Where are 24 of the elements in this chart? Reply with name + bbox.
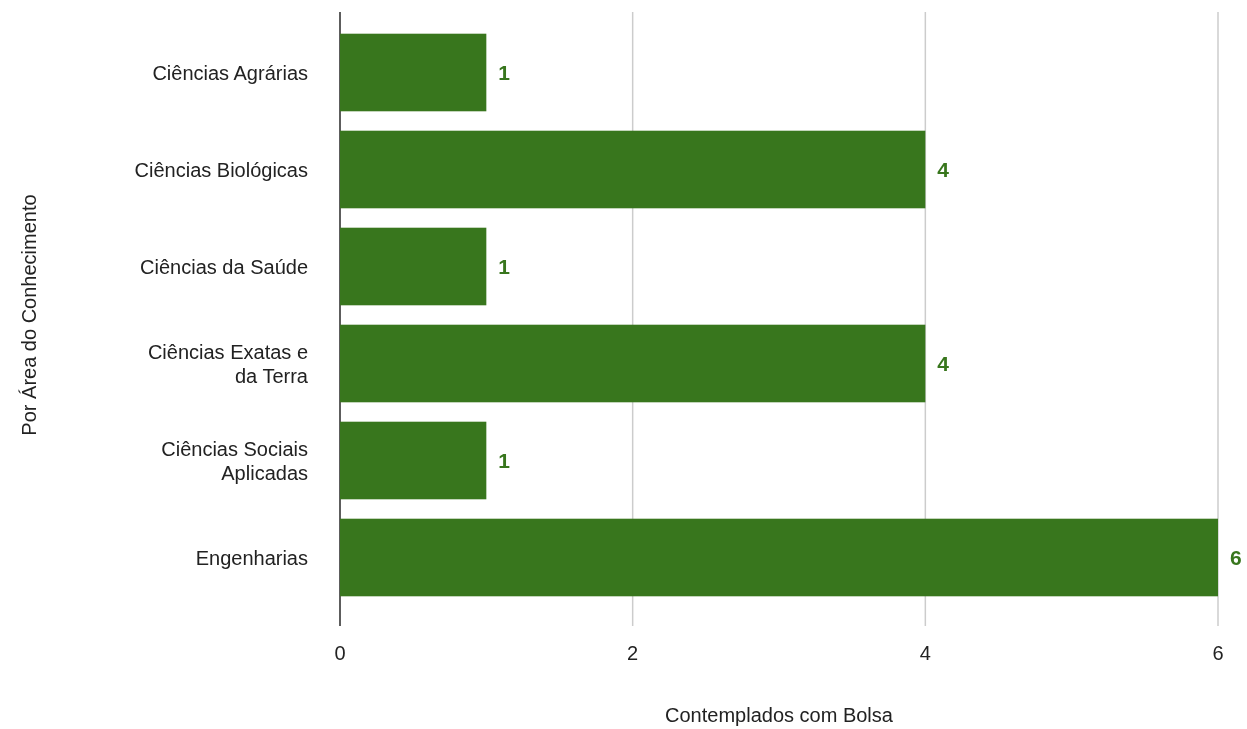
x-axis-title: Contemplados com Bolsa	[665, 704, 894, 726]
y-tick-label: Ciências Exatas e da Terra	[147, 340, 309, 387]
y-tick-label: Engenharias	[195, 546, 308, 569]
data-label: 4	[937, 351, 950, 375]
y-tick-label: Ciências Sociais Aplicadas	[161, 437, 308, 484]
bar	[340, 421, 487, 500]
x-tick-label: 2	[627, 642, 639, 664]
data-label: 1	[498, 448, 511, 472]
bar	[340, 130, 926, 209]
x-tick-label: 6	[1212, 642, 1224, 664]
data-label: 6	[1230, 545, 1242, 569]
y-tick-label: Ciências Agrárias	[152, 61, 308, 84]
data-label: 4	[937, 157, 950, 181]
bar	[340, 33, 487, 112]
x-tick-label: 4	[919, 642, 931, 664]
bar	[340, 227, 487, 306]
y-axis-title: Por Área do Conhecimento	[18, 194, 40, 436]
bar	[340, 518, 1218, 597]
bar	[340, 324, 926, 403]
y-tick-label: Ciências da Saúde	[140, 255, 308, 278]
y-tick-label: Ciências Biológicas	[134, 158, 308, 181]
x-tick-label: 0	[334, 642, 346, 664]
data-label: 1	[498, 254, 511, 278]
data-label: 1	[498, 60, 511, 84]
